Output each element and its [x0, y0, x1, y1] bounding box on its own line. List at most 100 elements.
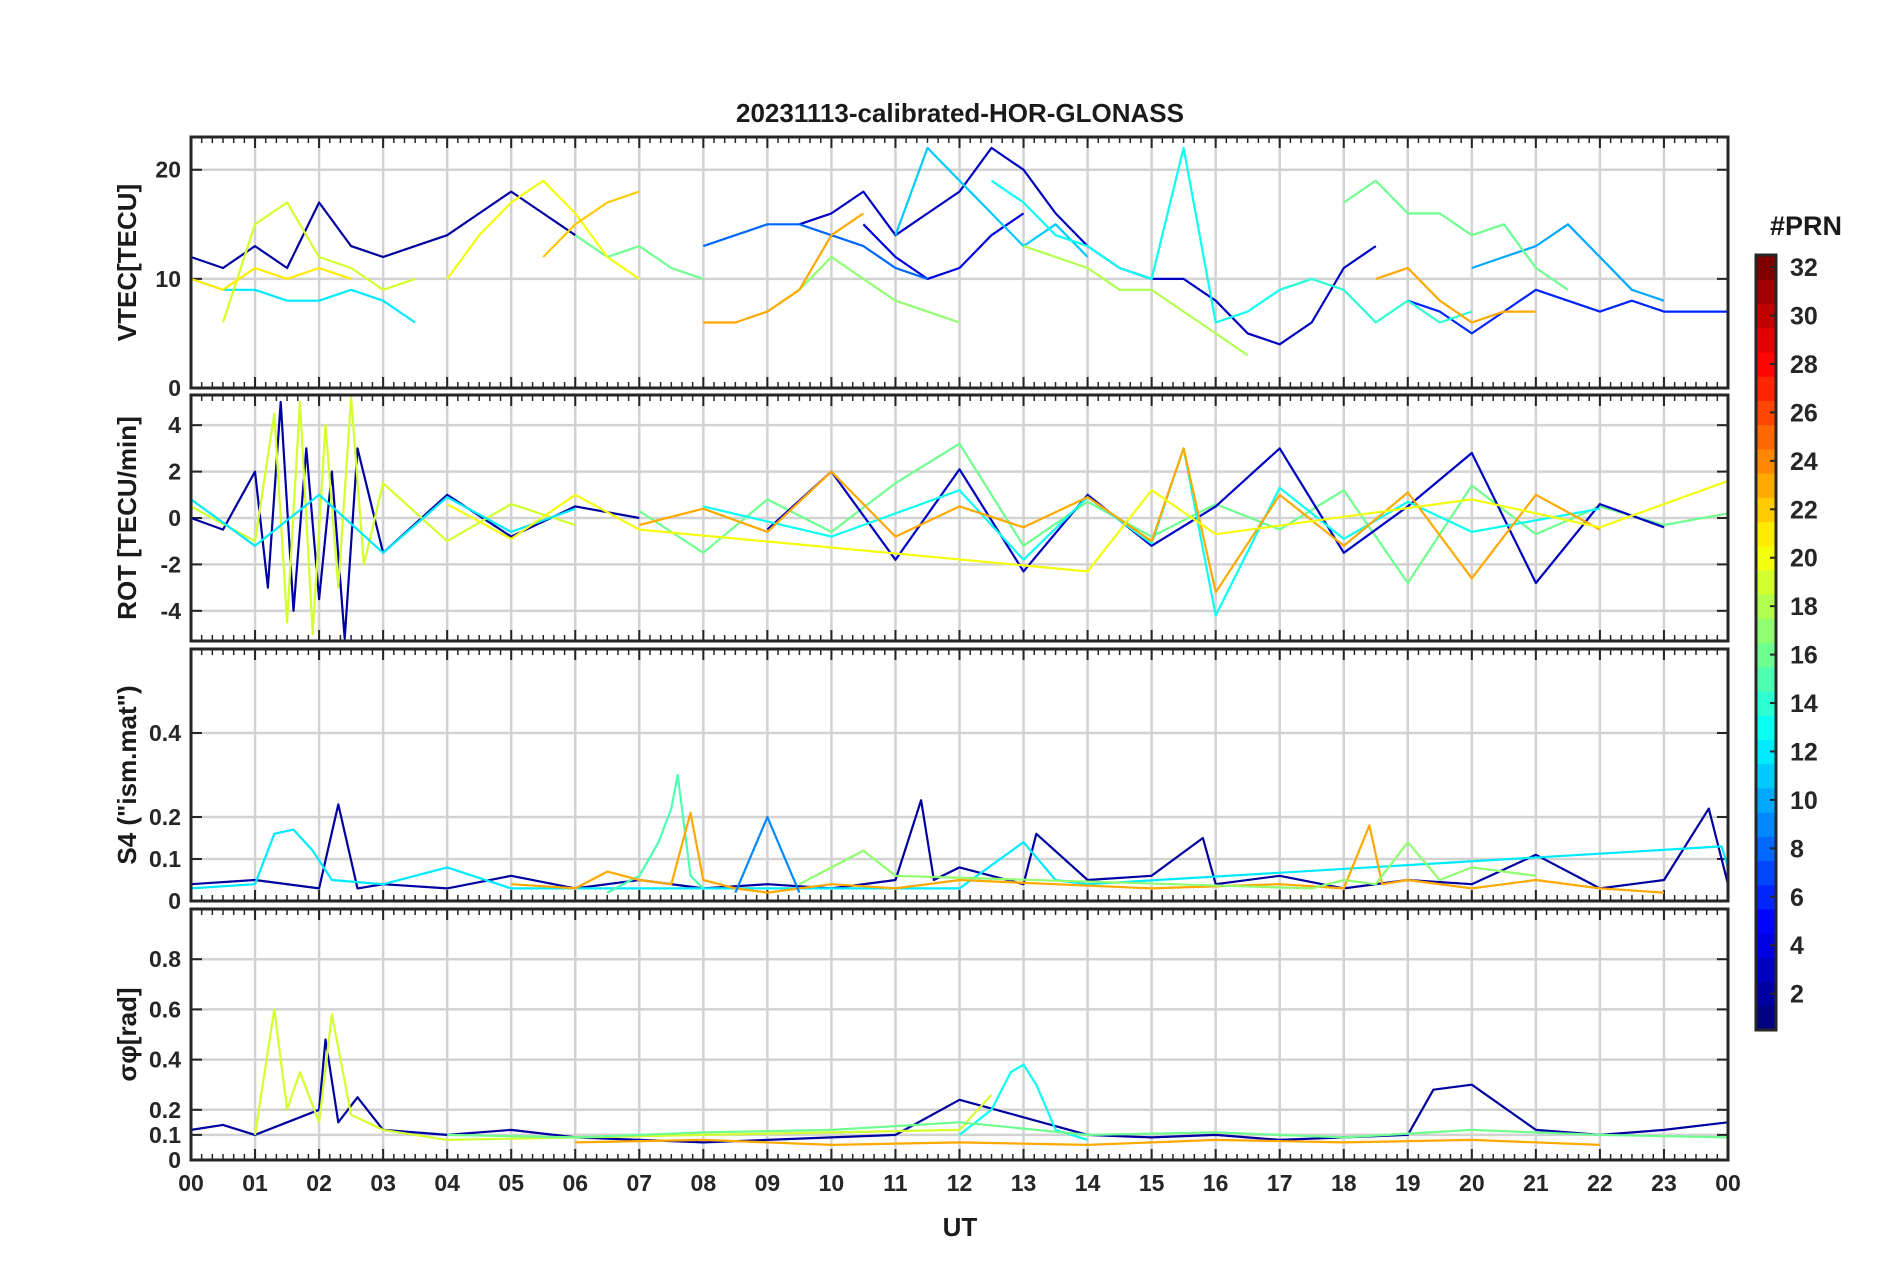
axes-frame — [189, 907, 1730, 1162]
colorbar-segment — [1756, 545, 1776, 571]
colorbar-segment — [1756, 303, 1776, 329]
colorbar-title: #PRN — [1770, 211, 1842, 241]
y-tick-label: 20 — [155, 157, 181, 183]
x-tick-label: 21 — [1523, 1170, 1549, 1196]
colorbar-segment — [1756, 1005, 1776, 1031]
series-prn-6 — [1407, 288, 1728, 335]
y-axis-label: VTEC[TECU] — [112, 184, 142, 341]
x-tick-label: 11 — [883, 1170, 908, 1196]
y-tick-label: 2 — [168, 459, 181, 485]
y-tick-label: 0.1 — [149, 1122, 181, 1148]
series-prn-23 — [703, 212, 865, 324]
colorbar-segment — [1756, 424, 1776, 450]
series-prn-2 — [191, 190, 576, 270]
x-tick-label: 18 — [1331, 1170, 1357, 1196]
colorbar-segment — [1756, 618, 1776, 644]
colorbar-segment — [1756, 594, 1776, 619]
x-axis: 00 01 02 03 04 05 06 07 08 09 10 11 12 13 14 15 16 17 18 19… — [178, 1170, 1741, 1196]
colorbar-segment — [1756, 739, 1776, 765]
colorbar-tick-label: 28 — [1790, 351, 1818, 379]
series-prn-10 — [1471, 223, 1665, 302]
x-tick-label: 10 — [819, 1170, 845, 1196]
x-tick-label: 12 — [947, 1170, 973, 1196]
panel-sigphi: 00.10.2 0.4 0.6 0.8 σφ[rad] — [112, 907, 1730, 1173]
colorbar-segment — [1756, 860, 1776, 886]
colorbar-segment — [1756, 472, 1776, 498]
series-prn-20 — [446, 479, 1728, 573]
y-tick-label: 0 — [168, 375, 181, 401]
series-prn-18 — [1023, 245, 1249, 357]
colorbar-segment — [1756, 351, 1776, 377]
colorbar-tick-label: 8 — [1790, 835, 1804, 863]
series-prn-11 — [894, 146, 1089, 258]
series-prn-17 — [798, 841, 1537, 890]
series-prn-16 — [638, 442, 1728, 585]
colorbar-tick-label: 20 — [1790, 545, 1818, 573]
colorbar-frame — [1754, 253, 1778, 1032]
series-prn-12 — [191, 493, 576, 554]
series-prn-23 — [1375, 266, 1536, 324]
x-tick-label: 01 — [242, 1170, 268, 1196]
colorbar-segment — [1756, 400, 1776, 426]
series-prn-15 — [606, 773, 705, 894]
x-tick-label: 15 — [1139, 1170, 1165, 1196]
y-tick-label: -4 — [161, 598, 182, 624]
series-group-sigphi — [191, 1008, 1728, 1147]
y-axis-label: ROT [TECU/min] — [112, 416, 142, 620]
series-group-s4 — [191, 773, 1728, 894]
y-tick-label: 4 — [168, 412, 181, 438]
series-prn-2 — [191, 1038, 1728, 1144]
series-prn-23 — [639, 447, 1601, 594]
colorbar-segment — [1756, 933, 1776, 958]
series-prn-20 — [446, 179, 640, 280]
x-tick-label: 23 — [1651, 1170, 1677, 1196]
x-tick-label: 05 — [498, 1170, 524, 1196]
x-tick-label: 19 — [1395, 1170, 1421, 1196]
x-tick-label: 22 — [1587, 1170, 1613, 1196]
colorbar-segment — [1756, 497, 1776, 523]
series-prn-19 — [221, 201, 416, 323]
panel-vtec: 0 10 20 VTEC[TECU] — [112, 135, 1730, 401]
colorbar-segment — [1756, 763, 1776, 789]
colorbar-segment — [1756, 812, 1776, 837]
series-prn-13 — [958, 1063, 1088, 1141]
x-tick-label: 06 — [562, 1170, 588, 1196]
colorbar-tick-label: 22 — [1790, 496, 1818, 524]
axes-frame — [189, 135, 1730, 390]
series-prn-23 — [575, 1138, 1600, 1147]
series-prn-12 — [191, 828, 1728, 890]
colorbar-segment — [1756, 448, 1776, 474]
x-tick-label: 07 — [626, 1170, 652, 1196]
colorbar-segment — [1756, 376, 1776, 401]
series-prn-12 — [191, 277, 416, 324]
panel-s4: 0 0.1 0.2 0.4 S4 ("ism.mat") — [112, 647, 1730, 914]
colorbar-tick-label: 24 — [1790, 448, 1818, 476]
x-tick-label: 16 — [1203, 1170, 1229, 1196]
x-tick-label: 04 — [434, 1170, 460, 1196]
colorbar-segment — [1756, 642, 1776, 668]
y-tick-label: 0 — [168, 505, 181, 531]
colorbar-tick-label: 26 — [1790, 399, 1818, 427]
x-tick-label: 03 — [370, 1170, 396, 1196]
series-prn-2 — [191, 799, 1728, 890]
colorbar-segment — [1756, 690, 1776, 716]
axes-frame — [189, 393, 1730, 643]
colorbar-segment — [1756, 981, 1776, 1007]
colorbar-tick-label: 18 — [1790, 593, 1818, 621]
y-axis-label: σφ[rad] — [112, 987, 142, 1081]
series-prn-9 — [734, 815, 801, 894]
colorbar-segment — [1756, 666, 1776, 692]
colorbar-segment — [1756, 836, 1776, 862]
colorbar-tick-label: 14 — [1790, 690, 1818, 718]
series-prn-13 — [990, 146, 1313, 324]
series-prn-16 — [574, 234, 704, 280]
x-tick-label: 00 — [178, 1170, 204, 1196]
panel-rot: -4 -2 0 2 4 ROT [TECU/min] — [112, 393, 1730, 643]
colorbar-segment — [1756, 255, 1776, 280]
colorbar-tick-label: 32 — [1790, 254, 1818, 282]
colorbar-tick-label: 4 — [1790, 932, 1804, 960]
series-prn-23 — [511, 811, 1665, 894]
y-tick-label: 0.2 — [149, 804, 181, 830]
